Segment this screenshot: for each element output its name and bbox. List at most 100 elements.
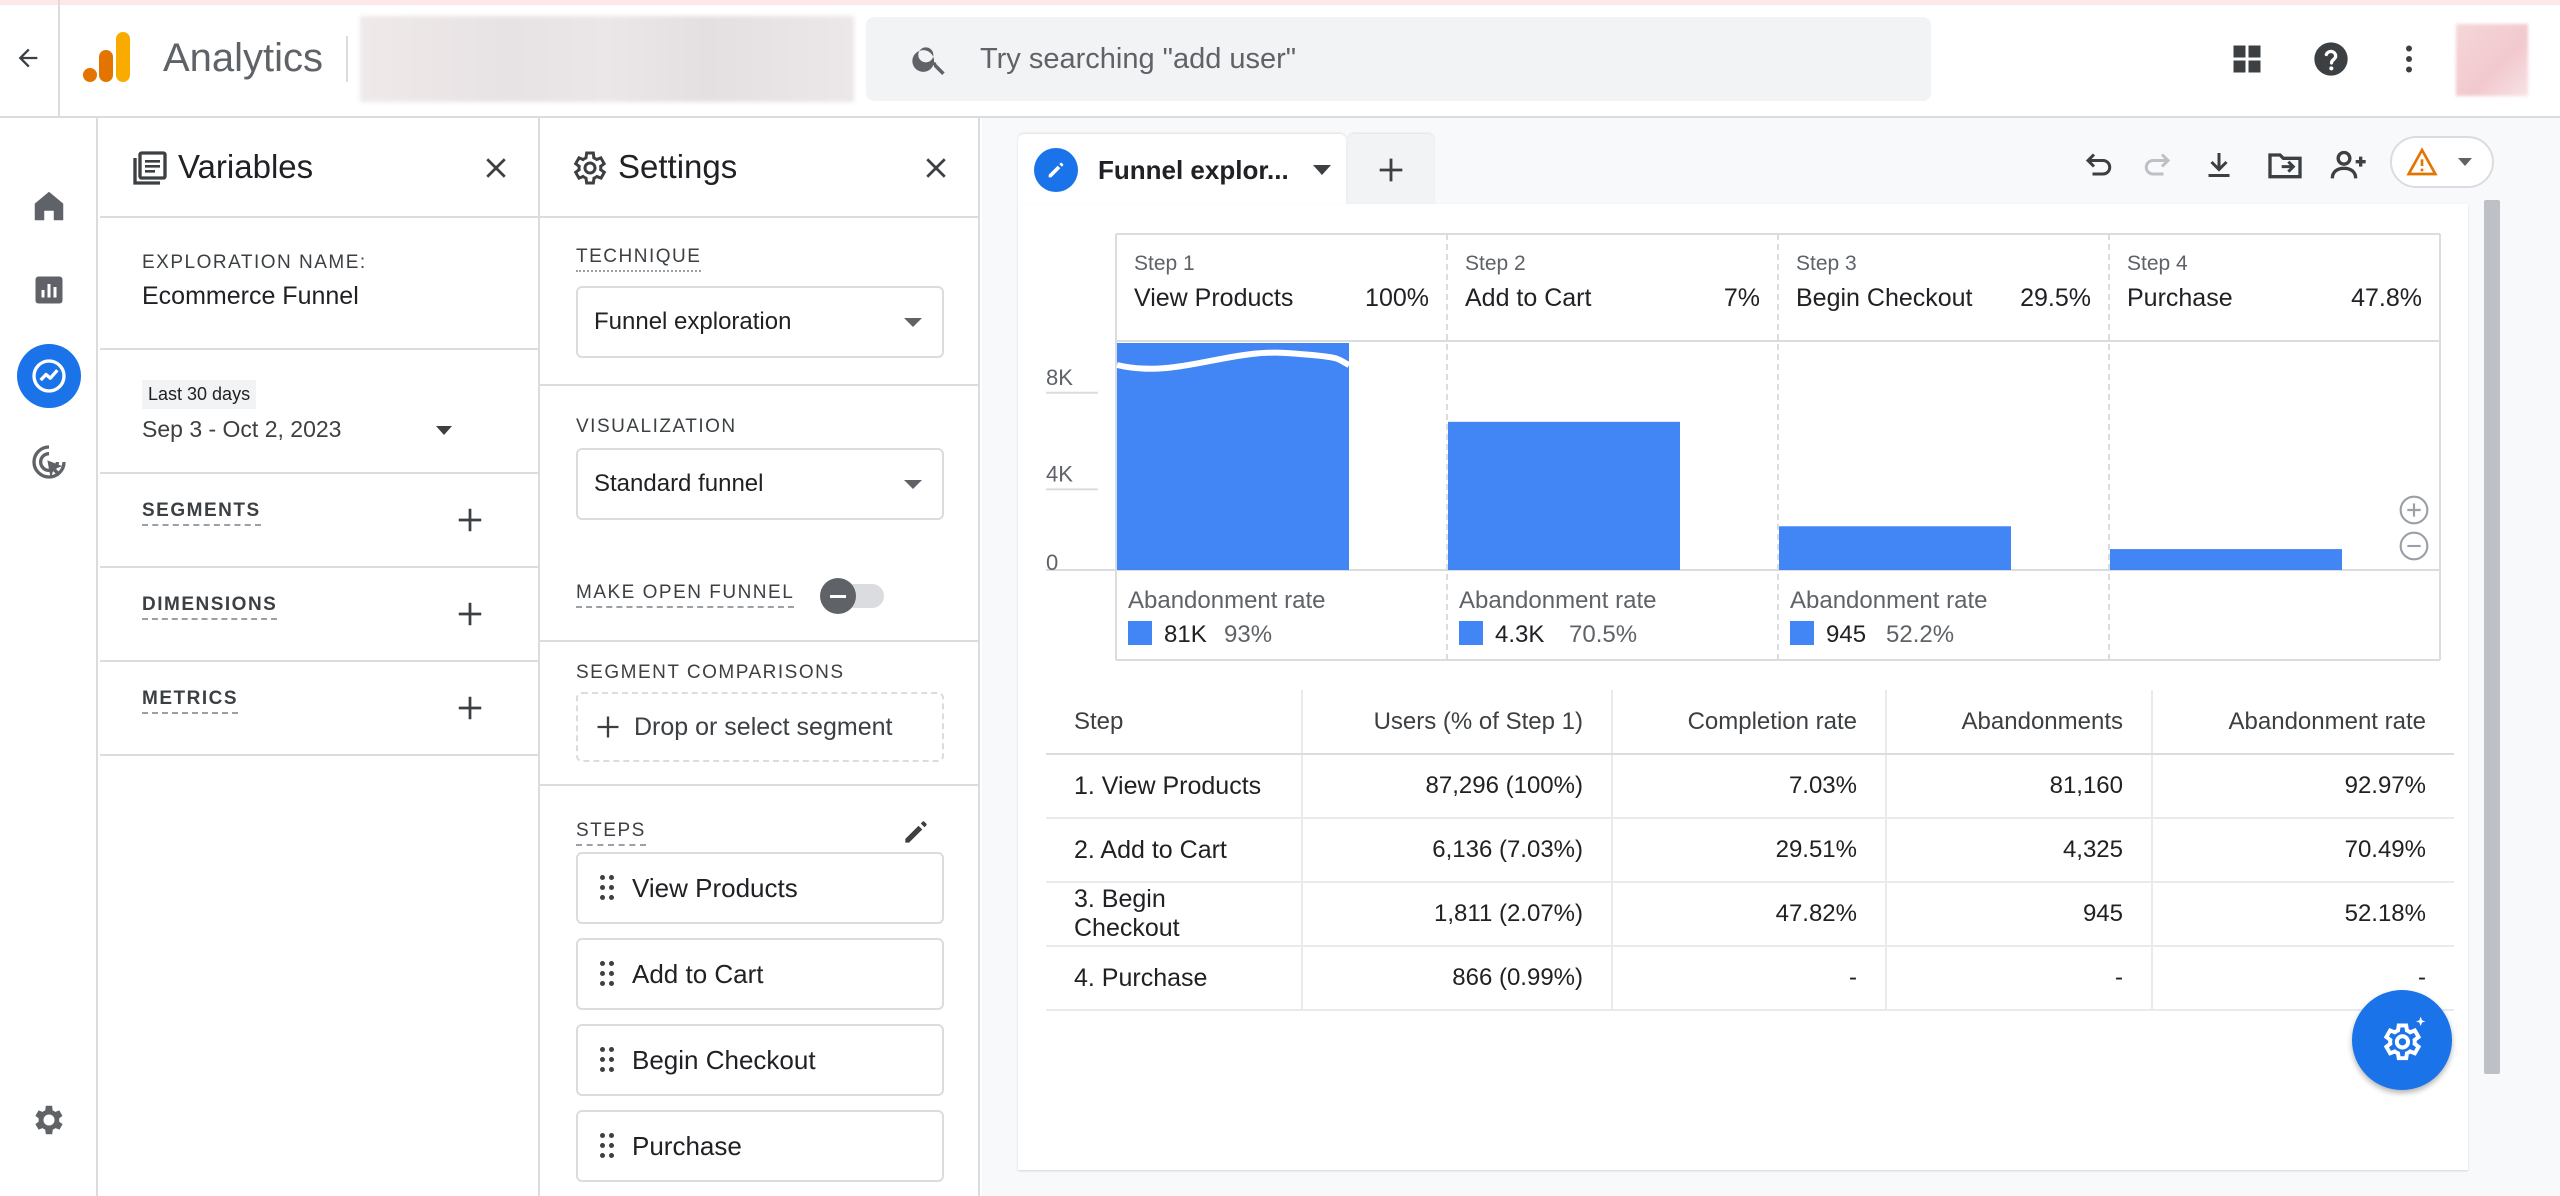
add-segment-button[interactable] [452, 502, 488, 538]
visualization-dropdown[interactable]: Standard funnel [576, 448, 944, 520]
pencil-icon [1048, 162, 1064, 178]
column-header[interactable]: Step [1046, 690, 1302, 755]
table-cell: 47.82% [1611, 882, 1886, 947]
table-cell: 81,160 [1885, 754, 2152, 819]
drag-handle-icon[interactable] [600, 961, 614, 987]
table-row[interactable]: 3. Begin Checkout 1,811 (2.07%) 47.82% 9… [1046, 882, 2454, 947]
nav-reports[interactable] [17, 258, 81, 322]
exploration-name-section: EXPLORATION NAME: Ecommerce Funnel [100, 218, 538, 350]
insights-fab[interactable] [2352, 990, 2452, 1090]
gear-icon [35, 1105, 63, 1135]
search-bar[interactable] [866, 17, 1931, 101]
more-options-button[interactable] [2386, 36, 2432, 82]
step-label: Begin Checkout [632, 1044, 816, 1075]
plus-icon [458, 602, 482, 626]
zoom-in-icon[interactable] [2398, 494, 2430, 526]
drop-segment-label: Drop or select segment [634, 712, 893, 741]
canvas-scrollbar[interactable] [2484, 200, 2500, 1074]
quality-warning-button[interactable] [2390, 136, 2494, 188]
home-icon [34, 191, 64, 221]
warning-icon [2406, 147, 2438, 176]
add-metric-button[interactable] [452, 690, 488, 726]
date-range-value: Sep 3 - Oct 2, 2023 [142, 416, 342, 442]
column-header[interactable]: Abandonments [1885, 690, 2152, 755]
steps-label: STEPS [576, 820, 646, 846]
table-cell: 1,811 (2.07%) [1301, 882, 1612, 947]
technique-label: TECHNIQUE [576, 246, 702, 272]
funnel-table: Step Users (% of Step 1) Completion rate… [1046, 690, 2454, 1011]
column-header[interactable]: Abandonment rate [2151, 690, 2454, 755]
add-tab-button[interactable] [1348, 134, 1434, 206]
dimensions-label: DIMENSIONS [142, 594, 278, 620]
technique-section: TECHNIQUE Funnel exploration [540, 218, 978, 386]
account-selector[interactable] [360, 16, 854, 102]
zoom-out-icon[interactable] [2398, 530, 2430, 562]
table-cell: 7.03% [1611, 754, 1886, 819]
tab-funnel-exploration[interactable]: Funnel explor... [1018, 134, 1346, 206]
table-cell: 70.49% [2151, 818, 2454, 883]
segment-comparisons-label: SEGMENT COMPARISONS [576, 662, 845, 683]
technique-dropdown[interactable]: Funnel exploration [576, 286, 944, 358]
drop-segment-zone[interactable]: Drop or select segment [576, 692, 944, 762]
bar-chart-icon [35, 276, 63, 304]
drag-handle-icon[interactable] [600, 875, 614, 901]
step-label: Add to Cart [632, 958, 764, 989]
move-to-folder-button[interactable] [2262, 142, 2308, 188]
date-range-section[interactable]: Last 30 days Sep 3 - Oct 2, 2023 [100, 350, 538, 474]
plus-icon [597, 716, 619, 738]
variables-icon [133, 151, 167, 185]
plus-icon [1379, 158, 1403, 182]
back-button[interactable] [8, 38, 48, 78]
apps-grid-icon [2233, 45, 2261, 73]
export-button[interactable] [2196, 142, 2242, 188]
column-header[interactable]: Users (% of Step 1) [1301, 690, 1612, 755]
exploration-name-input[interactable]: Ecommerce Funnel [142, 282, 359, 310]
plus-icon [458, 508, 482, 532]
step-item[interactable]: Purchase [576, 1110, 944, 1182]
redo-button[interactable] [2136, 142, 2182, 188]
open-funnel-toggle[interactable] [820, 578, 884, 614]
edit-tab-button[interactable] [1034, 148, 1078, 192]
date-dropdown-icon[interactable] [436, 426, 452, 435]
table-row[interactable]: 1. View Products 87,296 (100%) 7.03% 81,… [1046, 754, 2454, 819]
account-avatar[interactable] [2456, 24, 2528, 96]
search-icon [912, 47, 945, 75]
table-cell: 87,296 (100%) [1301, 754, 1612, 819]
visualization-section: VISUALIZATION Standard funnel MAKE OPEN … [540, 386, 978, 642]
edit-steps-button[interactable] [900, 816, 932, 853]
table-cell: 4,325 [1885, 818, 2152, 883]
table-cell: 6,136 (7.03%) [1301, 818, 1612, 883]
caret-down-icon[interactable] [1312, 165, 1331, 175]
column-header[interactable]: Completion rate [1611, 690, 1886, 755]
metrics-label: METRICS [142, 688, 238, 714]
undo-button[interactable] [2074, 142, 2120, 188]
nav-advertising[interactable] [17, 430, 81, 494]
visualization-value: Standard funnel [594, 470, 764, 497]
variables-panel: Variables EXPLORATION NAME: Ecommerce Fu… [100, 118, 540, 1196]
close-variables-button[interactable] [476, 148, 516, 188]
apps-button[interactable] [2224, 36, 2270, 82]
step-item[interactable]: View Products [576, 852, 944, 924]
drag-handle-icon[interactable] [600, 1047, 614, 1073]
table-cell: 866 (0.99%) [1301, 946, 1612, 1011]
step-item[interactable]: Begin Checkout [576, 1024, 944, 1096]
step-item[interactable]: Add to Cart [576, 938, 944, 1010]
nav-home[interactable] [17, 174, 81, 238]
help-button[interactable] [2308, 36, 2354, 82]
table-row[interactable]: 2. Add to Cart 6,136 (7.03%) 29.51% 4,32… [1046, 818, 2454, 883]
plus-icon [458, 696, 482, 720]
table-cell: 1. View Products [1046, 754, 1302, 819]
search-input[interactable] [980, 42, 1880, 76]
download-icon [2208, 153, 2230, 177]
table-row[interactable]: 4. Purchase 866 (0.99%) - - - [1046, 946, 2454, 1011]
share-button[interactable] [2326, 142, 2372, 188]
undo-icon [2085, 153, 2112, 176]
segment-comparisons-section: SEGMENT COMPARISONS Drop or select segme… [540, 642, 978, 786]
add-dimension-button[interactable] [452, 596, 488, 632]
header-accent-strip [0, 0, 2560, 5]
nav-explore[interactable] [17, 344, 81, 408]
drag-handle-icon[interactable] [600, 1133, 614, 1159]
more-vert-icon [2406, 45, 2412, 73]
nav-admin[interactable] [17, 1088, 81, 1152]
close-settings-button[interactable] [916, 148, 956, 188]
